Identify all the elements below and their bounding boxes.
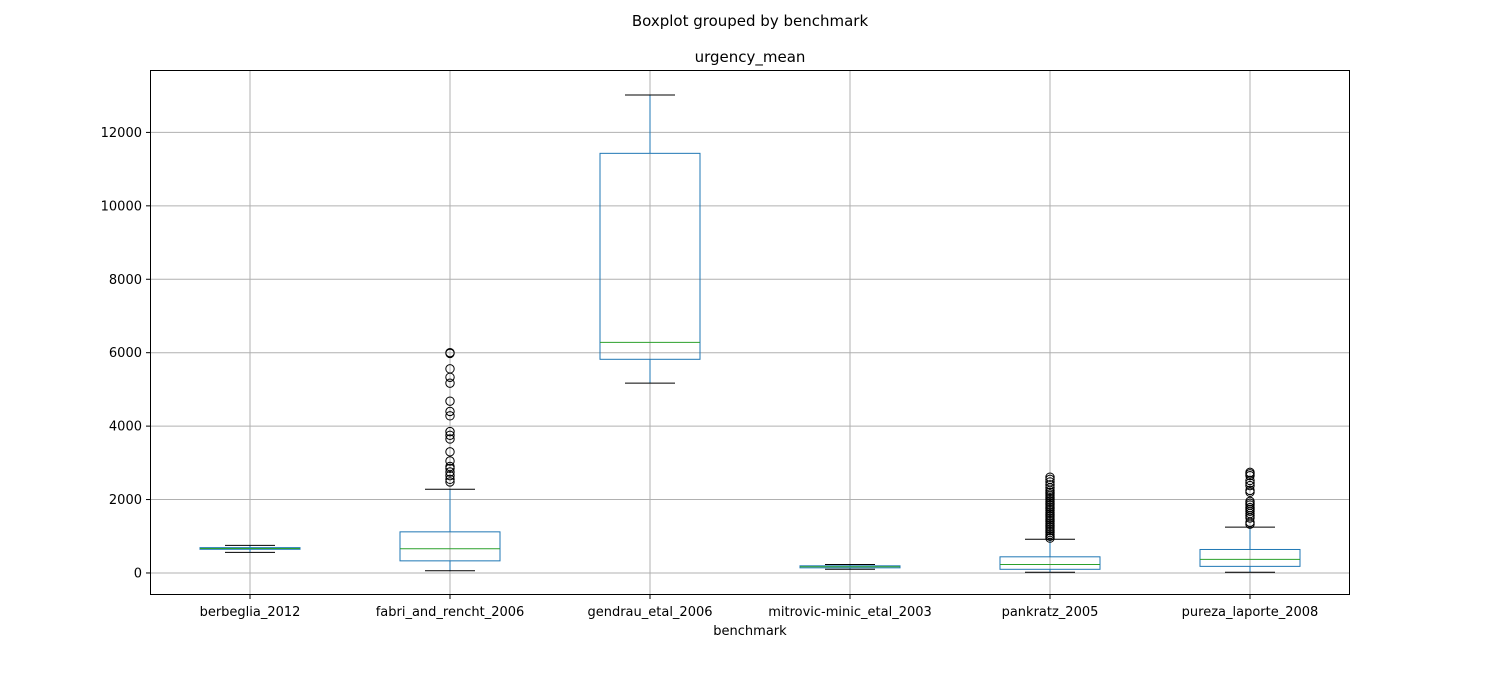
box-group-mitrovic-minic_etal_2003 [799, 564, 901, 570]
flier-point [445, 461, 455, 472]
flier-point [445, 447, 455, 457]
x-axis-ticks: berbeglia_2012 fabri_and_rencht_2006 gendr… [200, 595, 1319, 620]
box-iqr [399, 531, 501, 562]
box-group-fabri_and_rencht_2006 [399, 347, 501, 572]
box-group-pureza_laporte_2008 [1199, 467, 1301, 573]
grid-lines [150, 70, 1350, 595]
x-tick-label: pureza_laporte_2008 [1182, 605, 1319, 620]
flier-point [1045, 477, 1055, 487]
chart-title: urgency_mean [695, 48, 806, 67]
x-tick-label: mitrovic-minic_etal_2003 [768, 605, 932, 620]
plot-area-frame [150, 70, 1350, 595]
flier-point [1245, 496, 1255, 507]
flier-point [1045, 474, 1055, 485]
flier-point [445, 396, 455, 406]
y-tick-label: 2000 [109, 493, 142, 508]
y-tick-label: 6000 [109, 346, 142, 361]
flier-point [1245, 467, 1255, 478]
x-tick-label: pankratz_2005 [1002, 605, 1099, 620]
chart-suptitle: Boxplot grouped by benchmark [632, 12, 869, 30]
flier-point [1245, 485, 1255, 496]
flier-point [1245, 502, 1255, 513]
flier-point [445, 378, 455, 388]
flier-point [445, 474, 455, 485]
flier-point [445, 411, 455, 421]
flier-point [445, 364, 455, 374]
flier-point [445, 406, 455, 417]
flier-point [445, 426, 455, 437]
box-group-gendrau_etal_2006 [599, 94, 701, 384]
box-group-pankratz_2005 [999, 472, 1101, 573]
flier-point [445, 467, 455, 477]
flier-point [1045, 480, 1055, 490]
y-tick-label: 8000 [109, 273, 142, 288]
y-tick-label: 4000 [109, 420, 142, 435]
box-group-berbeglia_2012 [199, 544, 301, 553]
y-tick-label: 10000 [101, 199, 142, 214]
flier-point [445, 347, 455, 358]
x-tick-label: gendrau_etal_2006 [587, 605, 712, 620]
flier-point [445, 477, 455, 487]
flier-point [445, 470, 455, 481]
box-iqr [999, 556, 1101, 570]
flier-point [445, 434, 455, 444]
boxes [199, 94, 1301, 573]
y-axis-ticks: 0 2000 4000 6000 8000 10000 12000 [101, 126, 150, 581]
box-iqr [599, 152, 701, 360]
y-tick-label: 0 [134, 566, 142, 581]
x-tick-label: fabri_and_rencht_2006 [376, 605, 525, 620]
flier-point [445, 456, 455, 466]
box-iqr [1199, 548, 1301, 567]
flier-point [1045, 472, 1055, 482]
flier-point [1245, 478, 1255, 488]
x-axis-label: benchmark [713, 624, 787, 639]
flier-point [1245, 480, 1255, 491]
flier-point [445, 430, 455, 440]
y-tick-label: 12000 [101, 126, 142, 141]
x-tick-label: berbeglia_2012 [200, 605, 301, 620]
